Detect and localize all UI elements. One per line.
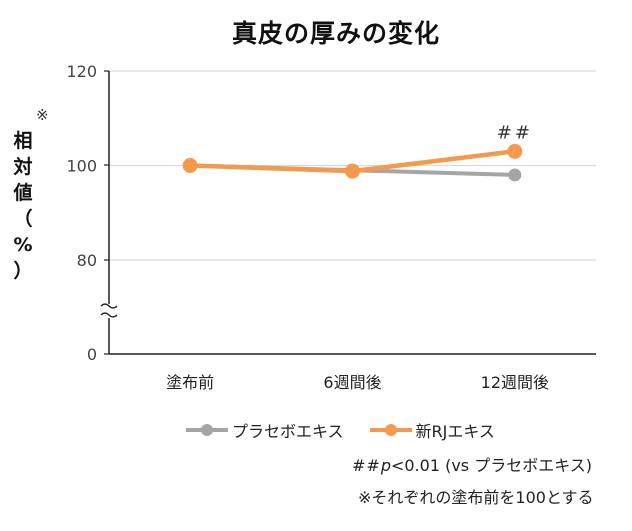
axis-break-mark-upper (100, 303, 118, 309)
significance-annotation: ## (497, 122, 533, 143)
data-point (182, 158, 198, 173)
legend-item-placebo: プラセボエキス (186, 418, 344, 442)
y-axis-label: 相 対 値 （ % ） (10, 128, 36, 284)
y-axis-label-char: （ (13, 208, 33, 230)
line-chart: 120 100 80 0 塗布前 6週間後 12週間後 ## (66, 62, 596, 392)
y-axis-label-char: 値 (13, 182, 33, 204)
x-tick-label: 6週間後 (323, 373, 381, 392)
legend-swatch-placebo (186, 422, 228, 438)
y-tick-label: 120 (66, 62, 97, 81)
legend-label-placebo: プラセボエキス (232, 422, 344, 441)
baseline-footnote: ※それぞれの塗布前を100とする (358, 488, 594, 507)
data-point (508, 168, 522, 182)
tick-labels: 120 100 80 0 塗布前 6週間後 12週間後 (66, 62, 549, 392)
significance-hash: ## (352, 456, 381, 475)
annotations: ## (497, 122, 533, 143)
y-axis-label-char: 対 (13, 156, 33, 178)
y-axis-note: ※ (36, 106, 49, 124)
significance-footnote: ##p<0.01 (vs プラセボエキス) (352, 452, 592, 476)
legend-item-rj: 新RJエキス (369, 418, 495, 442)
series (182, 143, 523, 182)
axes (100, 70, 596, 355)
axis-break-mark-lower (100, 312, 118, 318)
data-point (345, 163, 360, 179)
y-axis-label-char: 相 (13, 130, 33, 152)
y-tick-label: 100 (66, 157, 97, 176)
data-point (507, 143, 523, 159)
y-tick-label: 0 (87, 345, 97, 364)
significance-p: p (380, 456, 391, 475)
chart-title: 真皮の厚みの変化 (231, 19, 440, 48)
legend-label-rj: 新RJエキス (415, 422, 495, 441)
y-tick-label: 80 (77, 251, 97, 270)
y-axis-label-char: ） (13, 260, 33, 282)
legend-swatch-rj (369, 422, 412, 438)
x-tick-label: 塗布前 (166, 373, 214, 392)
y-axis-label-char: % (13, 234, 33, 256)
significance-text: <0.01 (vs プラセボエキス) (390, 456, 592, 475)
legend: プラセボエキス 新RJエキス (186, 418, 521, 442)
x-tick-label: 12週間後 (481, 373, 549, 392)
